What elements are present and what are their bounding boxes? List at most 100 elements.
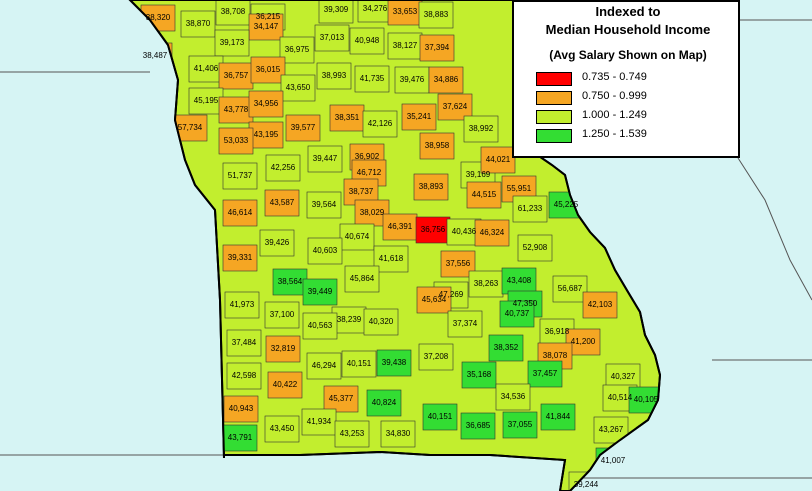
legend-title-line2: Median Household Income	[545, 22, 711, 37]
county-salary-label: 43,253	[340, 429, 365, 438]
county-salary-label: 42,103	[588, 300, 613, 309]
county-salary-label: 46,294	[312, 361, 337, 370]
county-salary-label: 45,864	[350, 274, 375, 283]
county-salary-label: 56,687	[558, 284, 583, 293]
county-salary-label: 34,956	[254, 99, 279, 108]
county-salary-label: 40,514	[608, 393, 633, 402]
county-salary-label: 61,233	[518, 204, 543, 213]
county-salary-label: 34,830	[386, 429, 411, 438]
county-salary-label: 37,457	[533, 369, 558, 378]
county-shape	[215, 0, 251, 26]
county-salary-label: 36,215	[256, 12, 281, 21]
county-salary-label: 35,168	[467, 370, 492, 379]
county-shape	[488, 334, 524, 362]
county-salary-label: 46,391	[388, 222, 413, 231]
county-shape	[517, 234, 553, 262]
county-salary-label: 39,564	[312, 200, 337, 209]
county-salary-label: 36,975	[285, 45, 310, 54]
county-salary-label: 40,943	[229, 404, 254, 413]
county-shape	[354, 65, 390, 93]
county-salary-label: 42,256	[271, 163, 296, 172]
county-shape	[540, 403, 576, 431]
county-salary-label: 38,078	[543, 351, 568, 360]
county-salary-label: 41,973	[230, 300, 255, 309]
county-salary-label: 37,208	[424, 352, 449, 361]
county-shape	[218, 127, 254, 155]
county-salary-label: 52,908	[523, 243, 548, 252]
county-salary-label: 40,436	[452, 227, 477, 236]
county-salary-label: 39,331	[228, 253, 253, 262]
county-shape	[302, 312, 338, 340]
county-salary-label: 38,958	[425, 141, 450, 150]
county-shape	[329, 104, 365, 132]
county-shape	[222, 162, 258, 190]
county-shape	[316, 62, 352, 90]
county-salary-label: 40,824	[372, 398, 397, 407]
county-shape	[419, 132, 455, 160]
county-shape	[447, 310, 483, 338]
county-shape	[380, 420, 416, 448]
county-salary-label: 38,870	[186, 19, 211, 28]
county-salary-label: 34,536	[501, 392, 526, 401]
county-shape	[474, 219, 510, 247]
county-salary-label: 40,105	[634, 395, 659, 404]
county-labels: 38,320 38,708 36,215 39,309 34,276 33,653 38,8…	[143, 4, 659, 489]
county-shape	[188, 55, 224, 83]
county-salary-label: 37,374	[453, 319, 478, 328]
county-shape	[226, 362, 262, 390]
county-salary-label: 39,476	[400, 75, 425, 84]
legend-swatch	[536, 110, 572, 124]
county-salary-label: 38,737	[349, 187, 374, 196]
county-salary-label: 38,893	[419, 182, 444, 191]
legend-title-line1: Indexed to	[595, 4, 661, 19]
county-salary-label: 37,484	[232, 338, 257, 347]
county-shape	[222, 199, 258, 227]
county-salary-label: 39,173	[220, 38, 245, 47]
county-salary-label: 36,756	[421, 225, 446, 234]
county-salary-label: 41,844	[546, 412, 571, 421]
county-salary-label: 42,598	[232, 371, 257, 380]
county-shape	[415, 216, 451, 244]
county-shape	[306, 191, 342, 219]
county-salary-label: 41,618	[379, 254, 404, 263]
county-shape	[341, 350, 377, 378]
county-shape	[318, 0, 354, 24]
county-salary-label: 42,126	[368, 119, 393, 128]
county-shape	[437, 93, 473, 121]
county-shape	[401, 103, 437, 131]
county-salary-label: 41,735	[360, 74, 385, 83]
county-salary-label: 38,029	[360, 208, 385, 217]
county-salary-label: 43,778	[224, 105, 249, 114]
county-shape	[301, 408, 337, 436]
county-shape	[339, 223, 375, 251]
county-salary-label: 39,169	[466, 170, 491, 179]
county-salary-label: 36,015	[256, 65, 281, 74]
county-salary-label: 32,819	[271, 344, 296, 353]
county-salary-label: 38,352	[494, 343, 519, 352]
county-shape	[285, 114, 321, 142]
county-salary-label: 39,438	[382, 358, 407, 367]
county-shape	[307, 145, 343, 173]
county-shape	[226, 329, 262, 357]
county-salary-label: 40,563	[308, 321, 333, 330]
legend-swatch	[536, 129, 572, 143]
county-shape	[214, 29, 250, 57]
county-shape	[280, 74, 316, 102]
county-shape	[387, 0, 423, 26]
county-salary-label: 41,406	[194, 64, 219, 73]
county-shape	[250, 56, 286, 84]
county-salary-label: 39,447	[313, 154, 338, 163]
county-shape	[302, 278, 338, 306]
county-shape	[376, 349, 412, 377]
county-salary-label: 35,241	[407, 112, 432, 121]
county-shape	[307, 237, 343, 265]
county-salary-label: 40,948	[355, 36, 380, 45]
county-shape	[363, 308, 399, 336]
county-shape	[373, 245, 409, 273]
county-salary-label: 44,515	[472, 190, 497, 199]
county-shape	[248, 13, 284, 41]
county-shape	[463, 115, 499, 143]
county-shape	[413, 173, 449, 201]
county-salary-label: 38,992	[469, 124, 494, 133]
